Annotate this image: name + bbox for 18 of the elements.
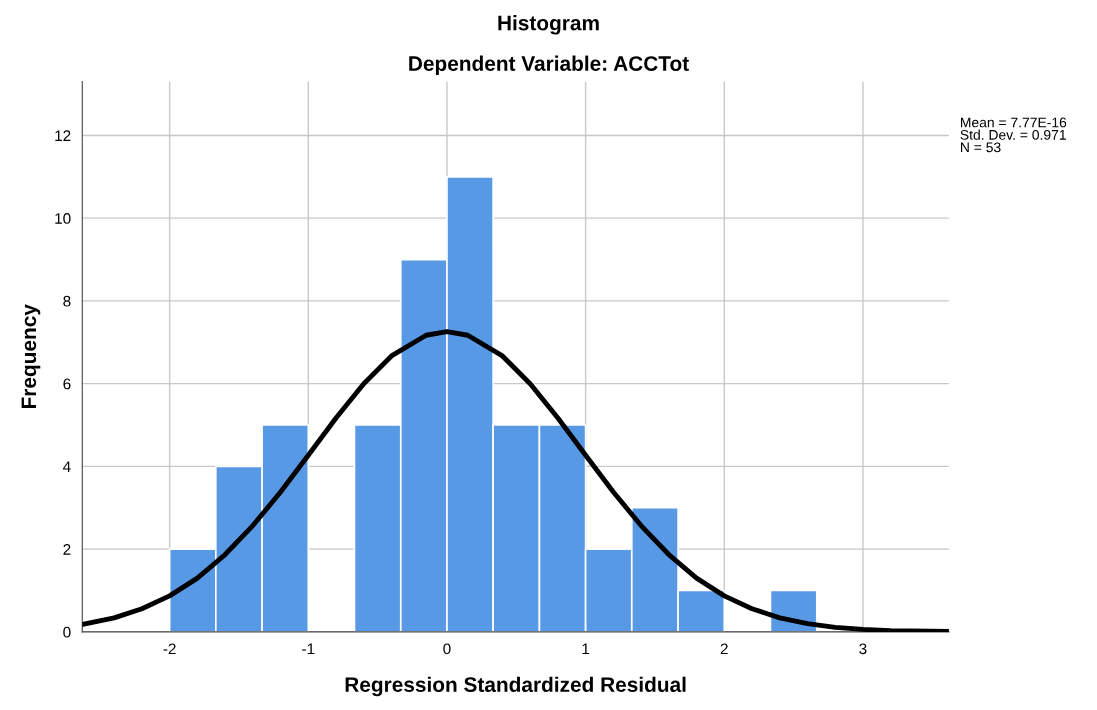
y-tick-label: 12 — [55, 130, 71, 141]
y-tick-label: 0 — [63, 626, 71, 638]
x-axis-title: Regression Standardized Residual — [345, 676, 686, 697]
y-tick-label: 10 — [55, 213, 71, 224]
y-tick-label: 2 — [63, 544, 71, 555]
x-tick-label: 1 — [582, 643, 590, 655]
x-tick-label: 0 — [443, 643, 451, 655]
y-axis-title: Frequency — [21, 304, 41, 409]
x-tick-label: -2 — [163, 643, 176, 655]
x-tick-label: 3 — [859, 643, 867, 655]
text: Mean = 7.77E-16 Std. Dev. = 0.971 N = 53 — [960, 117, 1067, 153]
chart-subtitle: Dependent Variable: ACCTot — [409, 55, 689, 76]
y-tick-label: 4 — [63, 461, 71, 472]
x-tick-label: 2 — [720, 643, 728, 655]
chart-title: Histogram — [498, 15, 599, 35]
y-tick-label: 8 — [63, 295, 71, 307]
y-tick-label: 6 — [63, 378, 71, 390]
x-tick-label: -1 — [302, 643, 315, 655]
